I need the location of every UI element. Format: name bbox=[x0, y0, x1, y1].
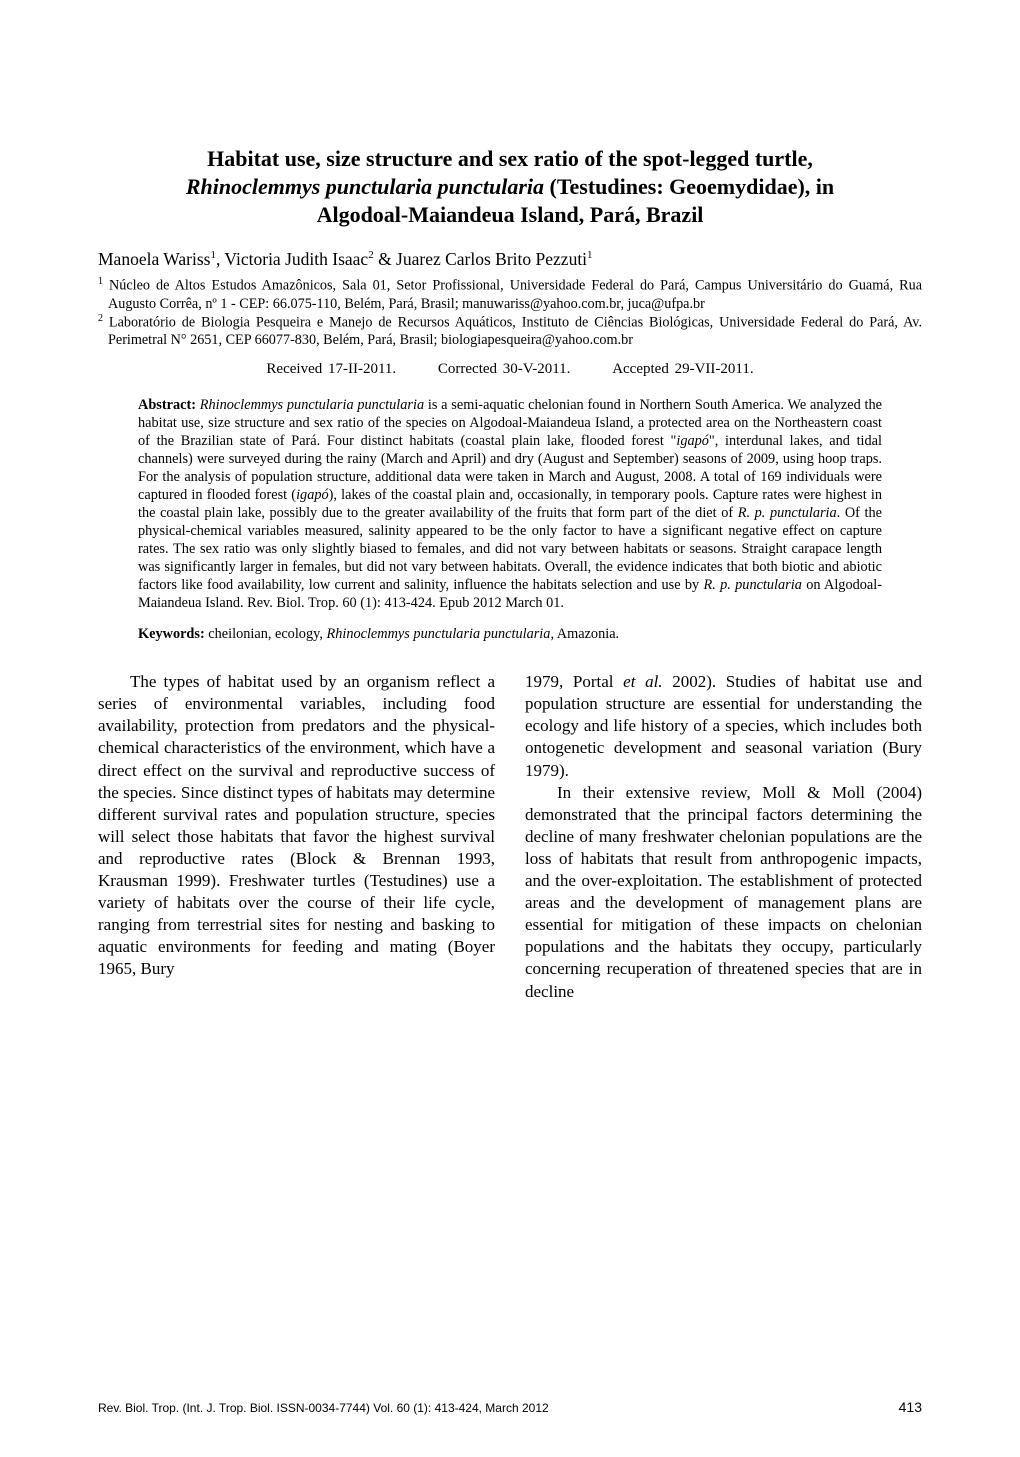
affiliation-1: 1 Núcleo de Altos Estudos Amazônicos, Sa… bbox=[98, 276, 922, 312]
abstract-species-1: Rhinoclemmys punctularia punctularia bbox=[200, 397, 424, 413]
column-right: 1979, Portal et al. 2002). Studies of ha… bbox=[525, 671, 922, 1002]
page-footer: Rev. Biol. Trop. (Int. J. Trop. Biol. IS… bbox=[98, 1399, 922, 1415]
abstract-igapo-2: igapó bbox=[296, 487, 329, 503]
affiliation-2-text: Laboratório de Biologia Pesqueira e Mane… bbox=[103, 315, 922, 348]
author-sep-1: , Victoria Judith Isaac bbox=[216, 249, 368, 269]
author-1: Manoela Wariss bbox=[98, 249, 210, 269]
author-sep-2: & Juarez Carlos Brito Pezzuti bbox=[374, 249, 587, 269]
body-para-2: 1979, Portal et al. 2002). Studies of ha… bbox=[525, 671, 922, 781]
title-line-1: Habitat use, size structure and sex rati… bbox=[207, 146, 813, 171]
keywords: Keywords: cheilonian, ecology, Rhinoclem… bbox=[138, 626, 882, 643]
body-para-1: The types of habitat used by an organism… bbox=[98, 671, 495, 980]
author-3-affil-sup: 1 bbox=[587, 250, 593, 262]
corrected-date: Corrected 30-V-2011. bbox=[438, 361, 571, 377]
footer-page-number: 413 bbox=[899, 1399, 922, 1415]
accepted-date: Accepted 29-VII-2011. bbox=[612, 361, 753, 377]
affiliation-2: 2 Laboratório de Biologia Pesqueira e Ma… bbox=[98, 313, 922, 349]
keywords-post: , Amazonia. bbox=[550, 626, 619, 642]
received-date: Received 17-II-2011. bbox=[266, 361, 396, 377]
title-species-name: Rhinoclemmys punctularia punctularia bbox=[186, 174, 544, 199]
body-columns: The types of habitat used by an organism… bbox=[98, 671, 922, 1002]
footer-source: Rev. Biol. Trop. (Int. J. Trop. Biol. IS… bbox=[98, 1401, 549, 1415]
abstract-label: Abstract: bbox=[138, 397, 196, 413]
body-p2-pre: 1979, Portal bbox=[525, 672, 623, 691]
abstract-rpp-2: R. p. punctularia bbox=[703, 577, 801, 593]
body-p2-etal: et al. bbox=[623, 672, 662, 691]
body-para-3: In their extensive review, Moll & Moll (… bbox=[525, 782, 922, 1003]
title-line-3: Algodoal-Maiandeua Island, Pará, Brazil bbox=[317, 202, 704, 227]
affiliation-1-text: Núcleo de Altos Estudos Amazônicos, Sala… bbox=[103, 278, 922, 311]
article-dates: Received 17-II-2011. Corrected 30-V-2011… bbox=[98, 361, 922, 378]
keywords-species: Rhinoclemmys punctularia punctularia bbox=[326, 626, 550, 642]
article-title: Habitat use, size structure and sex rati… bbox=[98, 145, 922, 229]
author-list: Manoela Wariss1, Victoria Judith Isaac2 … bbox=[98, 249, 922, 270]
page: Habitat use, size structure and sex rati… bbox=[0, 0, 1020, 1457]
abstract-igapo-1: igapó bbox=[676, 433, 709, 449]
keywords-label: Keywords: bbox=[138, 626, 205, 642]
keywords-pre: cheilonian, ecology, bbox=[205, 626, 327, 642]
affiliations: 1 Núcleo de Altos Estudos Amazônicos, Sa… bbox=[98, 276, 922, 349]
column-left: The types of habitat used by an organism… bbox=[98, 671, 495, 1002]
abstract: Abstract: Rhinoclemmys punctularia punct… bbox=[138, 396, 882, 612]
abstract-rpp-1: R. p. punctularia bbox=[738, 505, 837, 521]
title-line-2-tail: (Testudines: Geoemydidae), in bbox=[544, 174, 834, 199]
